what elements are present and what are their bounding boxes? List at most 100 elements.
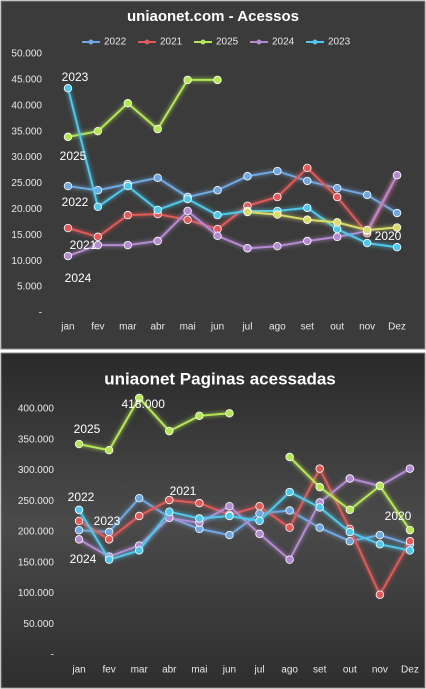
data-point	[303, 203, 312, 213]
x-tick-label: fev	[102, 665, 115, 676]
data-point	[405, 546, 415, 555]
data-point	[93, 126, 103, 136]
data-point	[375, 540, 385, 549]
annotation: 2025	[74, 422, 101, 436]
x-tick-label: out	[330, 322, 344, 333]
data-point	[303, 215, 312, 224]
legend-swatch	[144, 39, 150, 45]
data-point	[273, 210, 282, 219]
x-tick-label: mar	[119, 322, 137, 333]
data-label: 418.000	[122, 397, 166, 411]
data-point	[135, 546, 144, 555]
y-tick-label: 5.000	[17, 282, 42, 293]
annotation: 2021	[170, 484, 197, 498]
legend-label: 2025	[216, 37, 239, 48]
data-point	[405, 464, 415, 473]
series-line	[67, 174, 398, 257]
y-tick-label: 100.000	[18, 588, 55, 599]
x-tick-label: mai	[191, 665, 207, 676]
data-point	[333, 232, 342, 242]
y-tick-label: 50.000	[23, 619, 54, 630]
x-tick-label: jan	[60, 322, 74, 333]
data-point	[285, 523, 294, 532]
data-point	[183, 75, 192, 85]
y-tick-label: 350.000	[18, 434, 55, 445]
data-point	[225, 409, 234, 418]
x-tick-label: fev	[91, 322, 104, 333]
data-point	[93, 202, 103, 212]
data-point	[285, 487, 294, 497]
data-point	[273, 241, 282, 251]
annotation: 2020	[375, 229, 402, 243]
data-point	[74, 535, 84, 544]
data-point	[273, 166, 282, 176]
x-tick-label: set	[301, 322, 315, 333]
data-point	[74, 505, 84, 515]
legend-swatch	[200, 39, 206, 45]
data-point	[225, 530, 234, 540]
data-point	[243, 207, 252, 217]
data-point	[405, 525, 415, 535]
data-point	[213, 75, 222, 85]
y-tick-label: 20.000	[11, 204, 42, 215]
data-point	[375, 481, 385, 491]
data-point	[285, 452, 294, 462]
data-point	[315, 523, 324, 532]
x-tick-label: nov	[359, 322, 375, 333]
data-point	[165, 507, 174, 516]
data-point	[345, 527, 354, 537]
chart-title: uniaonet Paginas acessadas	[104, 369, 336, 388]
data-point	[255, 516, 264, 526]
y-tick-label: 400.000	[18, 404, 55, 415]
data-point	[362, 190, 372, 200]
annotation: 2023	[62, 70, 89, 84]
x-tick-label: nov	[372, 665, 388, 676]
x-tick-label: out	[343, 665, 357, 676]
x-tick-label: mar	[131, 665, 149, 676]
data-point	[165, 426, 174, 436]
legend-label: 2024	[272, 37, 295, 48]
data-point	[63, 132, 73, 142]
data-point	[104, 446, 114, 455]
data-point	[135, 493, 144, 503]
data-point	[375, 530, 385, 540]
x-tick-label: jun	[210, 322, 224, 333]
data-point	[315, 482, 324, 492]
series-line	[67, 170, 398, 214]
series-line	[78, 396, 230, 452]
data-point	[213, 210, 222, 220]
annotation: 2022	[62, 195, 89, 209]
data-point	[345, 505, 354, 515]
data-point	[93, 240, 103, 250]
data-point	[104, 527, 114, 537]
x-tick-label: jan	[71, 665, 85, 676]
series-line	[67, 166, 398, 238]
data-point	[74, 516, 84, 526]
data-point	[243, 244, 252, 253]
legend-swatch	[312, 39, 318, 45]
data-point	[74, 525, 84, 535]
data-point	[225, 511, 234, 521]
data-point	[362, 238, 372, 248]
data-point	[333, 183, 342, 193]
data-point	[63, 83, 73, 93]
y-tick-label: 150.000	[18, 557, 55, 568]
data-point	[183, 215, 192, 224]
series-line	[78, 467, 411, 562]
data-point	[392, 223, 402, 232]
data-point	[93, 232, 103, 242]
x-tick-label: Dez	[401, 665, 419, 676]
x-tick-label: abr	[162, 665, 177, 676]
y-tick-label: -	[39, 308, 42, 319]
data-point	[104, 555, 114, 564]
data-point	[225, 501, 234, 511]
data-point	[123, 99, 132, 108]
data-point	[74, 439, 84, 449]
series-line	[247, 211, 398, 232]
x-tick-label: ago	[269, 322, 286, 333]
data-point	[104, 535, 114, 544]
annotation: 2022	[68, 490, 95, 504]
series-line	[78, 466, 411, 597]
annotation: 2023	[94, 514, 121, 528]
